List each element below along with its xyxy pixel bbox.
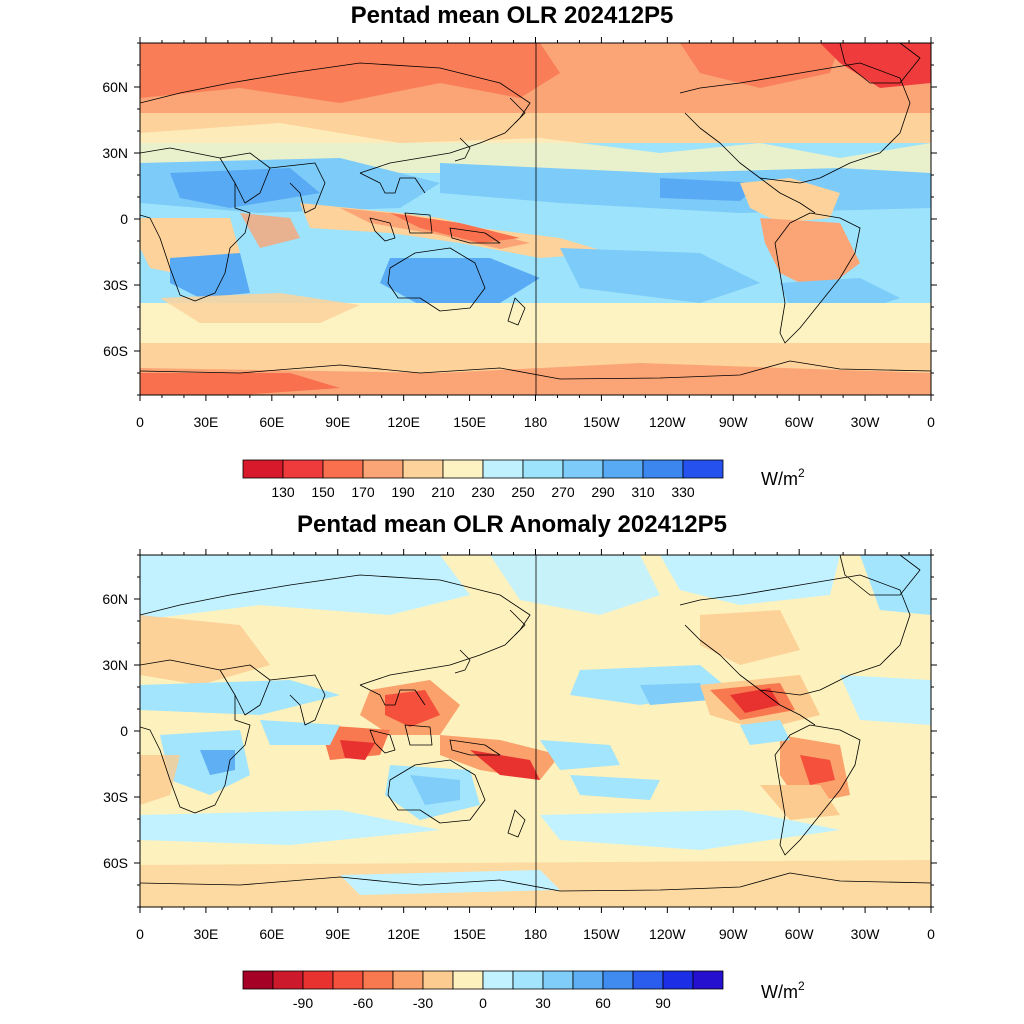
lon-tick-label: 150E — [453, 414, 486, 430]
olr-mean-axes: 0 30E 60E 90E 120E 150E 180 150W 120W 90W 60W 30W 0 6… — [102, 37, 937, 430]
colorbar-label: -90 — [293, 995, 313, 1011]
lat-tick-label: 60N — [102, 591, 128, 607]
lat-tick-label: 60N — [102, 79, 128, 95]
colorbar-swatch — [362, 970, 394, 990]
colorbar-swatch — [282, 459, 324, 479]
lon-tick-label: 120E — [387, 414, 420, 430]
lon-tick-label: 120W — [649, 414, 686, 430]
colorbar-swatch — [632, 970, 664, 990]
colorbar-swatch — [362, 459, 404, 479]
lon-tick-label: 120W — [649, 926, 686, 942]
lon-tick-label: 30W — [851, 414, 881, 430]
colorbar-label: 210 — [431, 484, 455, 500]
colorbar-label: 310 — [631, 484, 655, 500]
lat-tick-label: 30S — [103, 789, 128, 805]
colorbar-label: 190 — [391, 484, 415, 500]
olr-mean-colorbar: 130 150 170 190 210 230 250 270 290 310 330 — [242, 459, 724, 500]
lon-tick-label: 90E — [325, 926, 350, 942]
lon-tick-label: 0 — [136, 926, 144, 942]
olr-anomaly-colorbar-unit: W/m2 — [761, 979, 805, 1002]
colorbar-label: 90 — [655, 995, 671, 1011]
olr-mean-map — [140, 43, 931, 395]
colorbar-swatch — [692, 970, 724, 990]
lon-tick-label: 0 — [927, 926, 935, 942]
colorbar-swatch — [272, 970, 304, 990]
colorbar-swatch — [602, 970, 634, 990]
colorbar-swatch — [542, 970, 574, 990]
colorbar-swatch — [332, 970, 364, 990]
olr-anomaly-axes: 0 30E 60E 90E 120E 150E 180 150W 120W 90W 60W 30W 0 6… — [102, 549, 937, 942]
colorbar-label: 30 — [535, 995, 551, 1011]
colorbar-label: 130 — [271, 484, 295, 500]
lat-tick-label: 0 — [120, 211, 128, 227]
colorbar-swatch — [562, 459, 604, 479]
lon-tick-label: 90W — [719, 926, 749, 942]
lon-tick-label: 120E — [387, 926, 420, 942]
lat-tick-label: 30N — [102, 145, 128, 161]
lat-tick-label: 0 — [120, 723, 128, 739]
colorbar-swatch — [682, 459, 724, 479]
lon-tick-label: 0 — [927, 414, 935, 430]
lon-tick-label: 90W — [719, 414, 749, 430]
lat-tick-label: 60S — [103, 343, 128, 359]
colorbar-swatch — [482, 459, 524, 479]
colorbar-swatch — [512, 970, 544, 990]
colorbar-swatch — [662, 970, 694, 990]
colorbar-label: 290 — [591, 484, 615, 500]
colorbar-label: 250 — [511, 484, 535, 500]
lon-tick-label: 90E — [325, 414, 350, 430]
lon-tick-label: 60E — [259, 414, 284, 430]
lon-tick-label: 60W — [785, 926, 815, 942]
colorbar-swatch — [402, 459, 444, 479]
lon-tick-label: 150W — [583, 414, 620, 430]
colorbar-swatch — [242, 459, 284, 479]
lon-tick-label: 150E — [453, 926, 486, 942]
colorbar-swatch — [322, 459, 364, 479]
colorbar-swatch — [602, 459, 644, 479]
colorbar-swatch — [302, 970, 334, 990]
colorbar-label: -30 — [413, 995, 433, 1011]
colorbar-label: 0 — [479, 995, 487, 1011]
colorbar-label: 330 — [671, 484, 695, 500]
lon-tick-label: 60E — [259, 926, 284, 942]
colorbar-label: 170 — [351, 484, 375, 500]
olr-anomaly-colorbar: -90 -60 -30 0 30 60 90 — [242, 970, 724, 1011]
colorbar-swatch — [642, 459, 684, 479]
lat-tick-label: 30S — [103, 277, 128, 293]
lon-tick-label: 180 — [524, 926, 548, 942]
lon-tick-label: 60W — [785, 414, 815, 430]
lon-tick-label: 30E — [193, 926, 218, 942]
colorbar-swatch — [392, 970, 424, 990]
colorbar-label: -60 — [353, 995, 373, 1011]
colorbar-swatch — [482, 970, 514, 990]
lat-tick-label: 60S — [103, 855, 128, 871]
colorbar-swatch — [572, 970, 604, 990]
lon-tick-label: 30E — [193, 414, 218, 430]
colorbar-swatch — [452, 970, 484, 990]
colorbar-swatch — [442, 459, 484, 479]
olr-anomaly-map — [140, 555, 931, 907]
colorbar-swatch — [422, 970, 454, 990]
colorbar-label: 270 — [551, 484, 575, 500]
panel-title-olr-mean: Pentad mean OLR 202412P5 — [350, 2, 674, 29]
olr-mean-colorbar-unit: W/m2 — [761, 466, 805, 489]
colorbar-label: 230 — [471, 484, 495, 500]
lon-tick-label: 180 — [524, 414, 548, 430]
panel-title-olr-anomaly: Pentad mean OLR Anomaly 202412P5 — [297, 511, 727, 538]
lon-tick-label: 30W — [851, 926, 881, 942]
lon-tick-label: 0 — [136, 414, 144, 430]
colorbar-label: 60 — [595, 995, 611, 1011]
colorbar-swatch — [522, 459, 564, 479]
lat-tick-label: 30N — [102, 657, 128, 673]
colorbar-swatch — [242, 970, 274, 990]
colorbar-label: 150 — [311, 484, 335, 500]
lon-tick-label: 150W — [583, 926, 620, 942]
